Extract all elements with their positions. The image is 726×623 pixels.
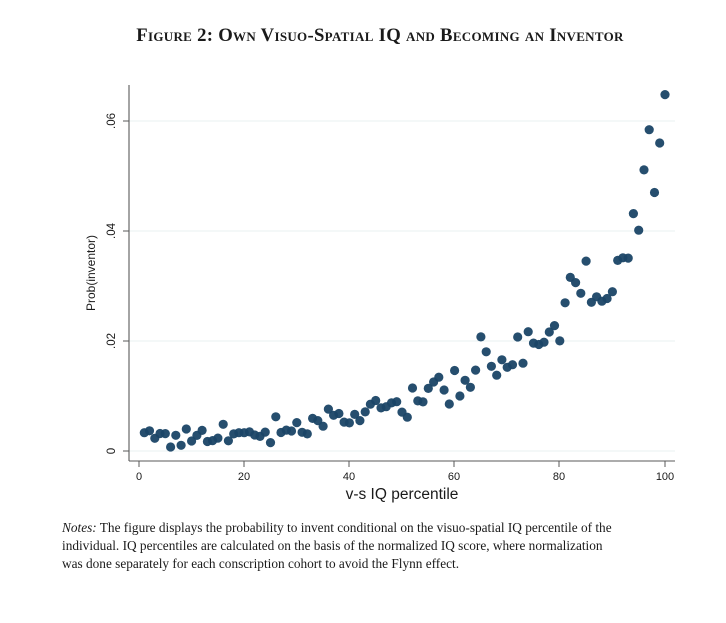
svg-text:0: 0	[106, 448, 118, 454]
svg-text:80: 80	[553, 471, 565, 483]
svg-text:60: 60	[448, 471, 460, 483]
svg-text:.06: .06	[106, 113, 118, 129]
svg-text:100: 100	[656, 471, 674, 483]
svg-text:.04: .04	[106, 222, 118, 239]
svg-text:.02: .02	[106, 333, 118, 349]
svg-text:Prob(inventor): Prob(inventor)	[84, 235, 98, 311]
svg-text:20: 20	[238, 471, 250, 483]
svg-text:v-s IQ percentile: v-s IQ percentile	[346, 486, 459, 503]
svg-text:0: 0	[136, 471, 142, 483]
svg-text:40: 40	[343, 471, 355, 483]
